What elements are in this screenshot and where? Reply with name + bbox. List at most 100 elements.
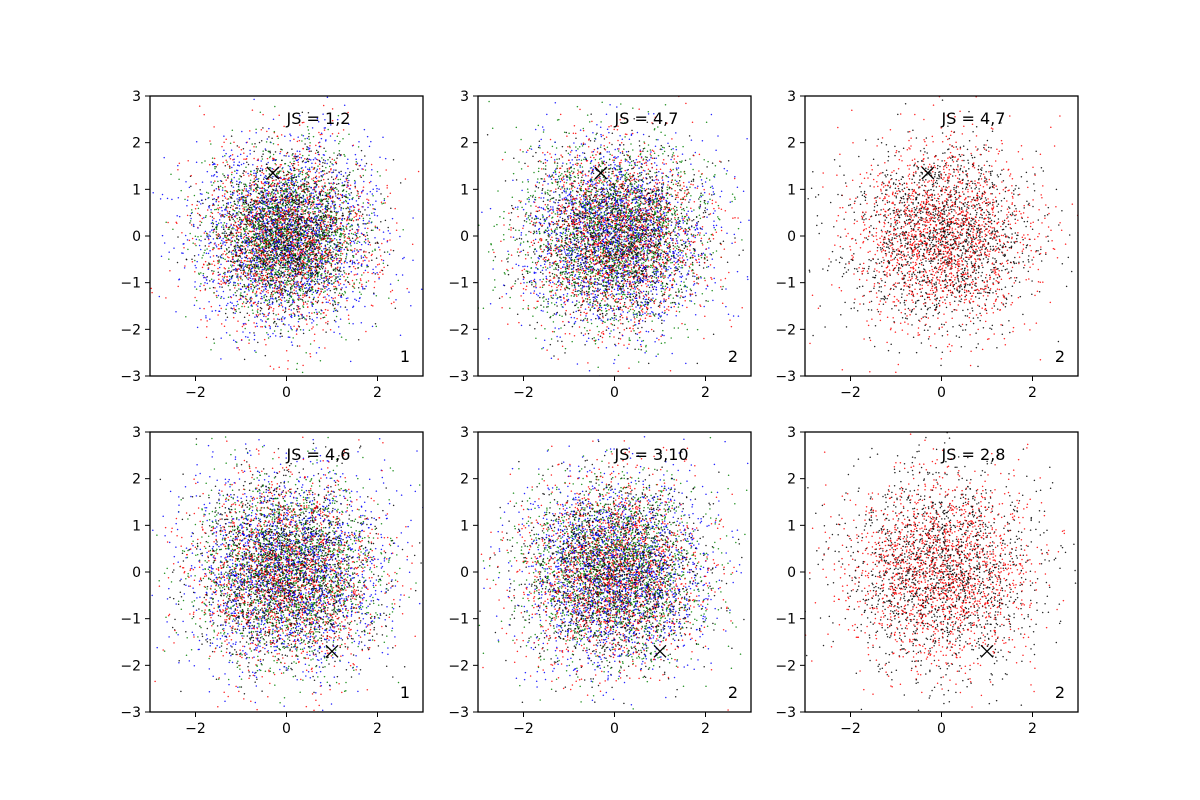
- scatter-point: [221, 186, 224, 189]
- scatter-point: [267, 239, 270, 241]
- scatter-point: [251, 283, 254, 286]
- scatter-point: [274, 285, 276, 288]
- scatter-point: [255, 176, 257, 178]
- scatter-point: [268, 220, 270, 223]
- scatter-point: [344, 155, 346, 157]
- scatter-point: [311, 285, 314, 288]
- scatter-point: [333, 331, 335, 333]
- scatter-point: [314, 243, 317, 246]
- scatter-point: [379, 175, 381, 177]
- scatter-point: [343, 230, 345, 232]
- scatter-point: [358, 141, 360, 143]
- scatter-point: [254, 240, 257, 242]
- scatter-point: [319, 252, 321, 255]
- scatter-point: [198, 105, 201, 107]
- scatter-point: [326, 206, 329, 208]
- scatter-point: [276, 244, 279, 246]
- scatter-point: [242, 323, 245, 325]
- scatter-point: [339, 257, 341, 259]
- scatter-point: [299, 153, 301, 156]
- scatter-point: [251, 267, 253, 270]
- scatter-point: [243, 283, 245, 286]
- scatter-point: [236, 172, 238, 175]
- scatter-point: [298, 345, 301, 347]
- scatter-point: [372, 229, 374, 232]
- scatter-point: [256, 165, 259, 168]
- scatter-point: [354, 153, 357, 156]
- scatter-point: [258, 279, 260, 281]
- scatter-point: [333, 234, 335, 237]
- scatter-point: [348, 198, 351, 201]
- scatter-point: [296, 273, 298, 276]
- scatter-point: [281, 335, 283, 337]
- scatter-point: [324, 218, 326, 220]
- scatter-point: [238, 298, 240, 301]
- scatter-point: [238, 198, 240, 201]
- scatter-point: [282, 204, 284, 207]
- scatter-point: [335, 252, 337, 255]
- scatter-point: [209, 287, 211, 289]
- scatter-point: [296, 140, 299, 143]
- scatter-point: [216, 175, 218, 178]
- scatter-point: [279, 189, 282, 192]
- scatter-point: [335, 228, 337, 230]
- scatter-point: [341, 217, 344, 220]
- scatter-point: [227, 203, 229, 205]
- scatter-point: [316, 265, 319, 267]
- scatter-point: [278, 298, 280, 301]
- scatter-point: [302, 169, 305, 171]
- scatter-point: [318, 176, 320, 178]
- scatter-point: [329, 237, 332, 240]
- scatter-point: [261, 220, 263, 223]
- scatter-point: [283, 178, 286, 181]
- scatter-point: [286, 248, 289, 251]
- scatter-point: [367, 271, 369, 274]
- scatter-point: [213, 292, 215, 294]
- scatter-point: [249, 272, 252, 274]
- scatter-point: [375, 294, 378, 297]
- scatter-point: [304, 248, 307, 251]
- scatter-point: [328, 287, 330, 290]
- scatter-point: [365, 223, 367, 225]
- scatter-point: [342, 202, 345, 204]
- scatter-point: [316, 168, 319, 171]
- scatter-point: [334, 268, 336, 271]
- scatter-point: [281, 159, 283, 162]
- scatter-point: [315, 246, 318, 248]
- scatter-point: [240, 175, 242, 178]
- scatter-point: [337, 210, 339, 213]
- scatter-point: [231, 249, 234, 252]
- scatter-point: [288, 155, 290, 157]
- scatter-point: [347, 111, 349, 114]
- scatter-point: [226, 276, 228, 278]
- scatter-point: [222, 204, 225, 206]
- scatter-point: [274, 222, 276, 224]
- scatter-point: [275, 279, 277, 282]
- scatter-point: [219, 206, 221, 209]
- scatter-point: [320, 276, 322, 278]
- scatter-point: [283, 256, 285, 259]
- scatter-point: [212, 175, 215, 177]
- scatter-point: [292, 162, 295, 165]
- scatter-point: [222, 280, 225, 282]
- scatter-point: [380, 259, 383, 261]
- scatter-point: [300, 265, 303, 268]
- scatter-point: [288, 313, 291, 316]
- scatter-point: [283, 154, 285, 157]
- scatter-point: [320, 249, 323, 252]
- scatter-point: [293, 169, 295, 172]
- scatter-point: [293, 230, 295, 233]
- scatter-point: [201, 257, 203, 259]
- scatter-point: [243, 266, 245, 268]
- scatter-point: [196, 260, 198, 263]
- scatter-point: [365, 330, 367, 333]
- scatter-point: [339, 140, 341, 143]
- scatter-point: [289, 264, 292, 267]
- scatter-point: [266, 254, 269, 257]
- scatter-point: [190, 224, 193, 226]
- scatter-point: [250, 261, 252, 264]
- scatter-point: [271, 215, 273, 217]
- scatter-point: [306, 206, 308, 208]
- scatter-point: [272, 310, 274, 312]
- scatter-point: [297, 283, 300, 285]
